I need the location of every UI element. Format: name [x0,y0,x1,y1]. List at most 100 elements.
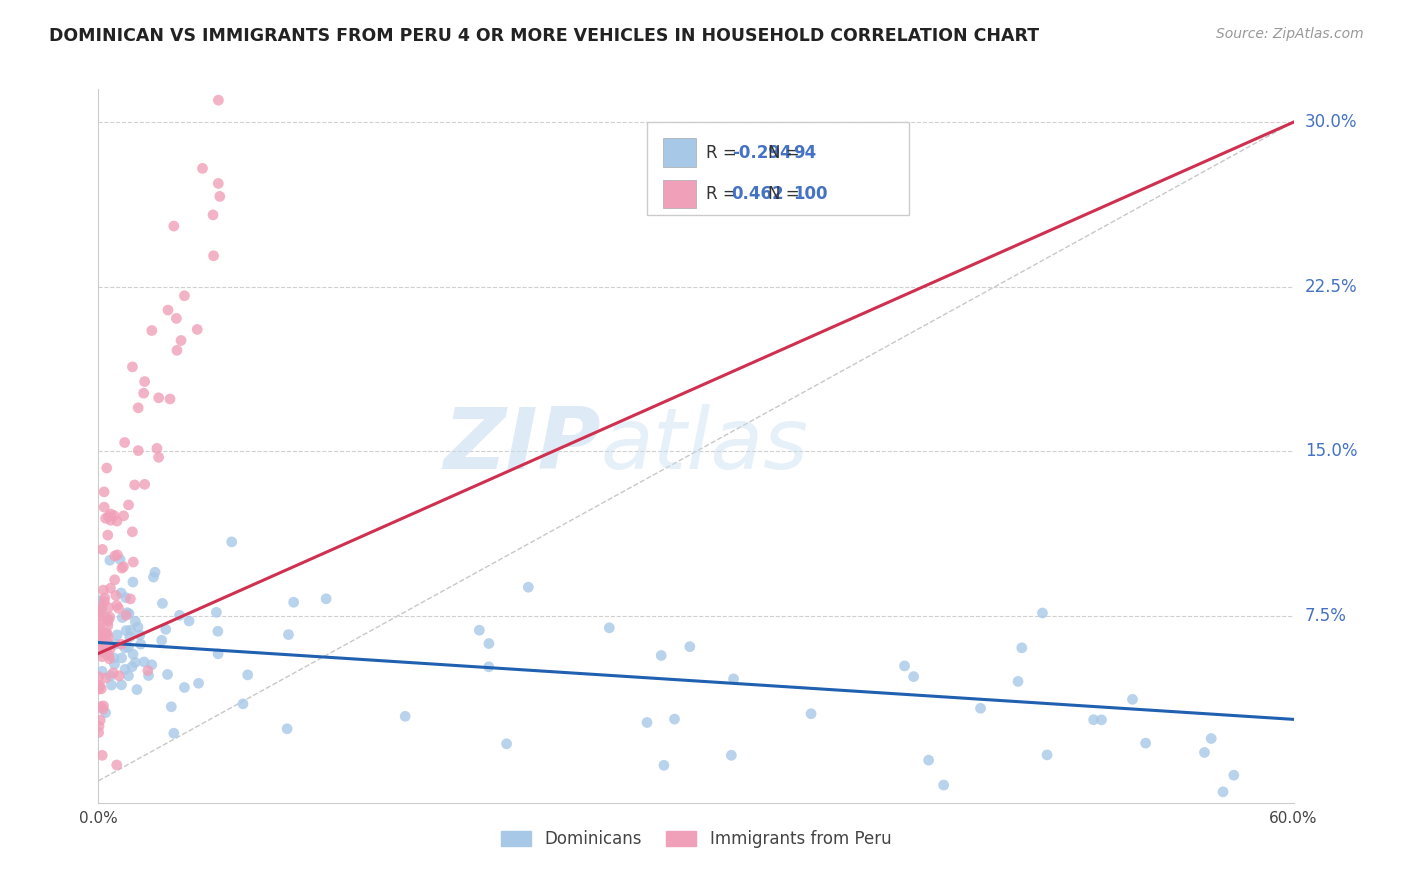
Point [134,655,156,669]
Point [115,608,138,623]
Point [101,665,124,680]
Point [202,208,225,222]
Point [394,709,416,723]
Point [120,591,142,606]
Point [129,637,152,651]
Point [94,647,117,661]
Point [97,618,120,632]
Point [207,177,229,191]
Point [115,624,138,638]
Point [1083,713,1105,727]
Point [478,636,501,650]
Point [156,303,179,318]
Point [191,161,214,176]
Point [173,681,195,695]
Point [117,640,139,654]
Point [1090,713,1112,727]
Point [159,392,181,406]
Point [165,311,187,326]
Point [1007,674,1029,689]
Point [276,722,298,736]
Point [932,778,955,792]
Point [207,647,229,661]
Point [1223,768,1246,782]
Point [652,758,675,772]
Point [97,509,120,524]
Point [495,737,517,751]
Point [114,640,136,655]
Point [120,623,142,637]
Point [117,498,139,512]
Point [89,613,111,627]
Point [97,631,120,645]
Point [128,628,150,642]
Point [478,660,501,674]
Point [112,508,135,523]
Text: R =: R = [706,185,742,202]
Point [202,249,225,263]
Point [118,630,141,644]
Point [122,575,145,590]
Point [112,559,135,574]
Text: atlas: atlas [600,404,808,488]
Point [91,702,114,716]
Text: 30.0%: 30.0% [1305,113,1357,131]
Point [903,670,925,684]
Point [91,748,114,763]
Point [94,610,117,624]
Point [94,706,117,720]
Point [94,671,117,685]
Point [115,606,138,620]
Point [105,599,128,613]
Point [89,593,111,607]
Point [124,656,146,670]
Point [91,583,114,598]
Point [124,615,146,629]
Legend: Dominicans, Immigrants from Peru: Dominicans, Immigrants from Peru [494,824,898,855]
Point [207,93,229,107]
Point [105,758,128,772]
Point [1135,736,1157,750]
Point [207,624,229,639]
Point [90,681,112,696]
Point [94,591,117,605]
Text: DOMINICAN VS IMMIGRANTS FROM PERU 4 OR MORE VEHICLES IN HOUSEHOLD CORRELATION CH: DOMINICAN VS IMMIGRANTS FROM PERU 4 OR M… [49,27,1039,45]
Point [160,699,183,714]
Point [315,591,337,606]
Point [89,604,111,618]
Point [93,625,115,640]
Point [100,581,122,595]
Point [104,589,127,603]
Point [1031,606,1053,620]
Point [177,614,200,628]
Point [100,678,122,692]
Point [107,601,129,615]
Point [1212,785,1234,799]
Point [87,719,110,733]
Point [236,668,259,682]
Point [96,461,118,475]
Point [143,566,166,580]
Point [89,713,111,727]
Point [148,450,170,465]
Point [664,712,686,726]
Point [893,659,915,673]
Point [105,628,128,642]
Point [173,289,195,303]
Point [108,669,131,683]
Point [127,620,149,634]
Point [96,626,118,640]
Point [98,553,121,567]
Point [89,623,111,637]
Point [969,701,991,715]
Point [100,507,122,521]
Point [110,637,132,651]
Point [127,401,149,415]
Point [118,607,141,621]
Point [100,513,122,527]
Point [98,652,121,666]
Point [103,508,125,523]
Point [468,624,491,638]
Point [141,657,163,672]
Point [111,610,134,624]
